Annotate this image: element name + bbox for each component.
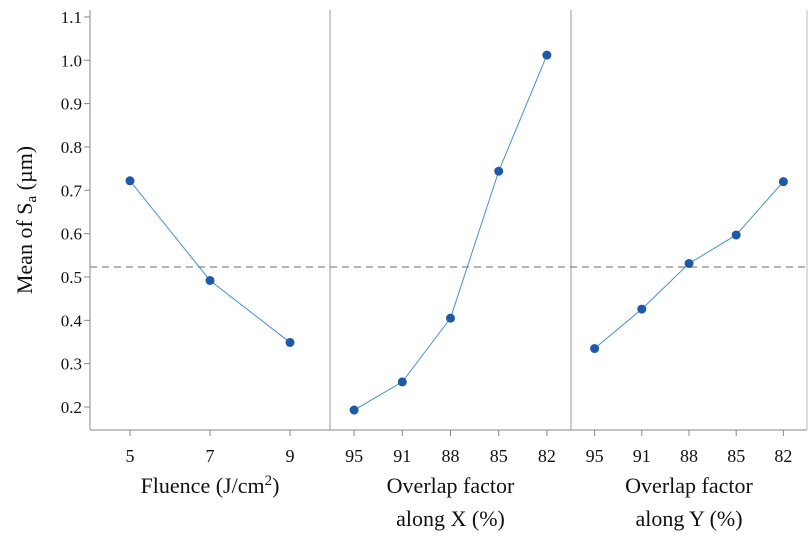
y-tick-label: 0.6 (61, 225, 82, 244)
x-label-part: Fluence (J/cm (141, 473, 265, 498)
x-tick-label: 5 (126, 446, 135, 466)
y-label-part: Mean of S (12, 202, 37, 294)
y-tick-label: 0.9 (61, 95, 82, 114)
data-point (446, 313, 455, 323)
y-tick-label: 0.5 (61, 268, 82, 287)
data-point (349, 405, 359, 415)
y-tick-label: 0.3 (61, 355, 82, 374)
x-label-part: 2 (265, 473, 273, 489)
x-label-part: along X (%) (396, 506, 505, 531)
x-axis-label: Overlap factor (625, 473, 753, 498)
y-tick-label: 0.8 (61, 138, 82, 157)
x-label-part: Overlap factor (387, 473, 515, 498)
x-tick-label: 91 (633, 446, 651, 466)
data-point (542, 50, 552, 60)
x-axis-label: along X (%) (396, 506, 505, 531)
y-tick-label: 1.1 (61, 8, 82, 27)
x-tick-label: 82 (538, 446, 556, 466)
x-tick-label: 95 (586, 446, 604, 466)
x-tick-label: 91 (393, 446, 411, 466)
data-line (353, 54, 548, 411)
x-label-part: ) (272, 473, 279, 498)
y-axis-label: Mean of Sa (µm) (12, 146, 40, 294)
x-axis-label: along Y (%) (635, 506, 742, 531)
data-point (684, 259, 694, 269)
data-point (285, 337, 295, 347)
x-tick-label: 95 (345, 446, 363, 466)
data-point (637, 304, 647, 314)
x-tick-label: 88 (442, 446, 460, 466)
y-tick-label: 0.4 (61, 311, 83, 330)
x-tick-label: 85 (727, 446, 745, 466)
data-line (129, 180, 291, 343)
x-tick-label: 7 (206, 446, 215, 466)
x-tick-label: 88 (680, 446, 698, 466)
x-tick-label: 85 (490, 446, 508, 466)
x-label-part: along Y (%) (635, 506, 742, 531)
x-tick-label: 82 (774, 446, 792, 466)
x-axis-label: Overlap factor (387, 473, 515, 498)
data-point (125, 176, 135, 186)
y-tick-label: 0.2 (61, 398, 82, 417)
x-tick-label: 9 (286, 446, 295, 466)
y-label-part: a (24, 195, 40, 202)
data-point (778, 177, 788, 187)
data-point (205, 275, 215, 285)
y-tick-label: 1.0 (61, 51, 82, 70)
data-point (590, 344, 600, 354)
data-point (397, 377, 407, 387)
y-tick-label: 0.7 (61, 181, 83, 200)
data-point (731, 230, 741, 240)
data-point (494, 166, 504, 176)
x-axis-label: Fluence (J/cm2) (141, 473, 280, 498)
x-label-part: Overlap factor (625, 473, 753, 498)
y-label-part: (µm) (12, 146, 37, 196)
